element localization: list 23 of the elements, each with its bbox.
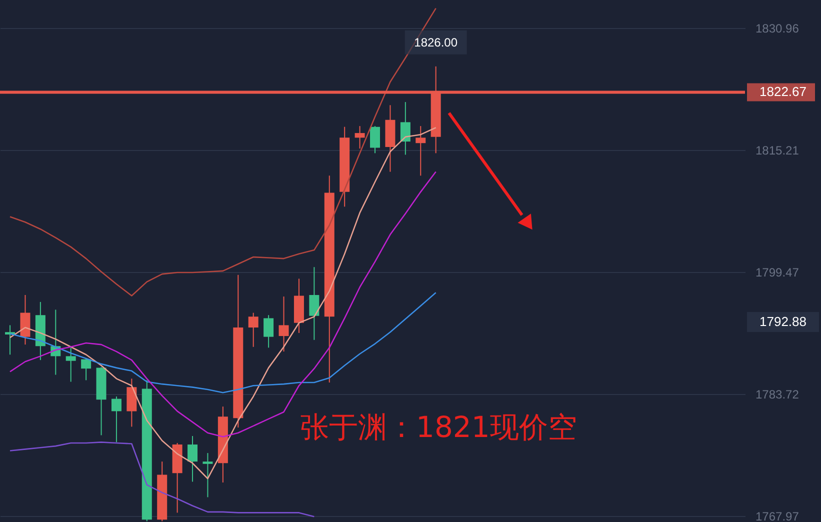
candlestick (278, 296, 289, 352)
candlestick (202, 452, 213, 498)
ref-line-label: 1822.67 (760, 84, 806, 100)
candlestick (400, 102, 410, 156)
text: 1792.88 (760, 314, 806, 329)
annotation: 张于渊：1821现价空 (300, 410, 577, 444)
y-tick-label: 1815.21 (756, 144, 800, 158)
candlestick (264, 314, 274, 348)
candlestick (188, 435, 198, 482)
candlestick (81, 358, 92, 381)
candlestick (416, 126, 426, 176)
line-series (9, 442, 315, 518)
annotation: 1826.00 (414, 35, 458, 50)
y-tick-label: 1830.96 (756, 21, 800, 36)
candlestick (354, 126, 365, 150)
candlestick (370, 126, 380, 154)
candlestick (248, 312, 258, 348)
y-tick-label: 1767.97 (756, 510, 800, 522)
candlestick (111, 396, 122, 443)
y-tick-label: 1799.47 (756, 265, 800, 280)
y-tick-label: 1783.72 (756, 388, 800, 402)
candlestick (309, 266, 320, 340)
candlestick (66, 347, 76, 382)
